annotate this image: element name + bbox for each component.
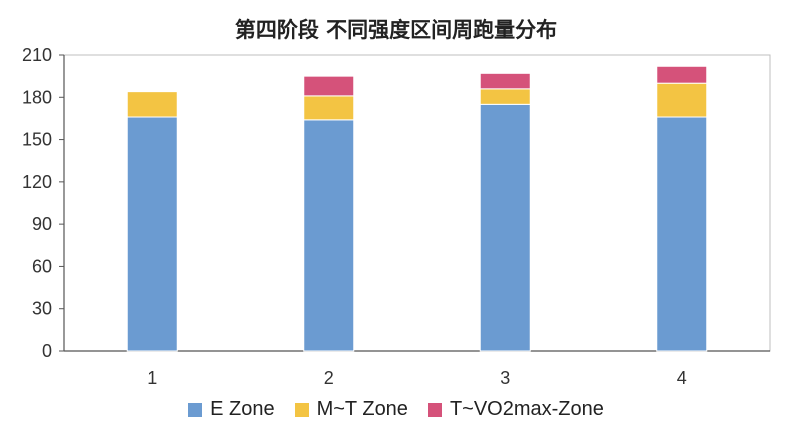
- legend-label: E Zone: [210, 398, 275, 420]
- bar-segment: [656, 116, 708, 352]
- bar-segment: [126, 116, 178, 352]
- legend-item-m-t-zone: M~T Zone: [294, 398, 408, 421]
- x-tick-label: 3: [500, 368, 510, 388]
- bar-segment: [656, 82, 708, 118]
- y-axis: 0 30 60 90 120 150 180 210: [22, 45, 771, 361]
- y-tick-label: 30: [32, 299, 52, 319]
- bar-segment: [303, 75, 355, 97]
- legend-swatch: [188, 402, 203, 417]
- y-tick-label: 90: [32, 214, 52, 234]
- bar-segment: [303, 119, 355, 352]
- x-tick-label: 4: [677, 368, 687, 388]
- legend-swatch: [294, 402, 309, 417]
- bar-segment: [656, 65, 708, 84]
- chart-title: 第四阶段 不同强度区间周跑量分布: [234, 17, 558, 42]
- bar-segment: [126, 91, 178, 118]
- legend-item-t-vo2max-zone: T~VO2max-Zone: [427, 398, 604, 421]
- legend-item-e-zone: E Zone: [188, 398, 275, 421]
- bar-segment: [479, 72, 531, 90]
- y-tick-label: 60: [32, 256, 52, 276]
- bars: [126, 65, 708, 352]
- bar-segment: [303, 95, 355, 121]
- x-tick-label: 1: [147, 368, 157, 388]
- legend: E Zone M~T Zone T~VO2max-Zone: [0, 398, 792, 421]
- legend-swatch: [427, 402, 442, 417]
- y-tick-label: 210: [22, 45, 52, 65]
- y-tick-label: 0: [42, 341, 52, 361]
- legend-label: T~VO2max-Zone: [449, 398, 604, 420]
- y-tick-label: 150: [22, 130, 52, 150]
- x-axis: 1 2 3 4: [64, 350, 770, 388]
- legend-label: M~T Zone: [316, 398, 408, 420]
- bar-segment: [479, 88, 531, 105]
- y-tick-label: 120: [22, 172, 52, 192]
- x-tick-label: 2: [324, 368, 334, 388]
- bar-segment: [479, 103, 531, 352]
- y-tick-label: 180: [22, 87, 52, 107]
